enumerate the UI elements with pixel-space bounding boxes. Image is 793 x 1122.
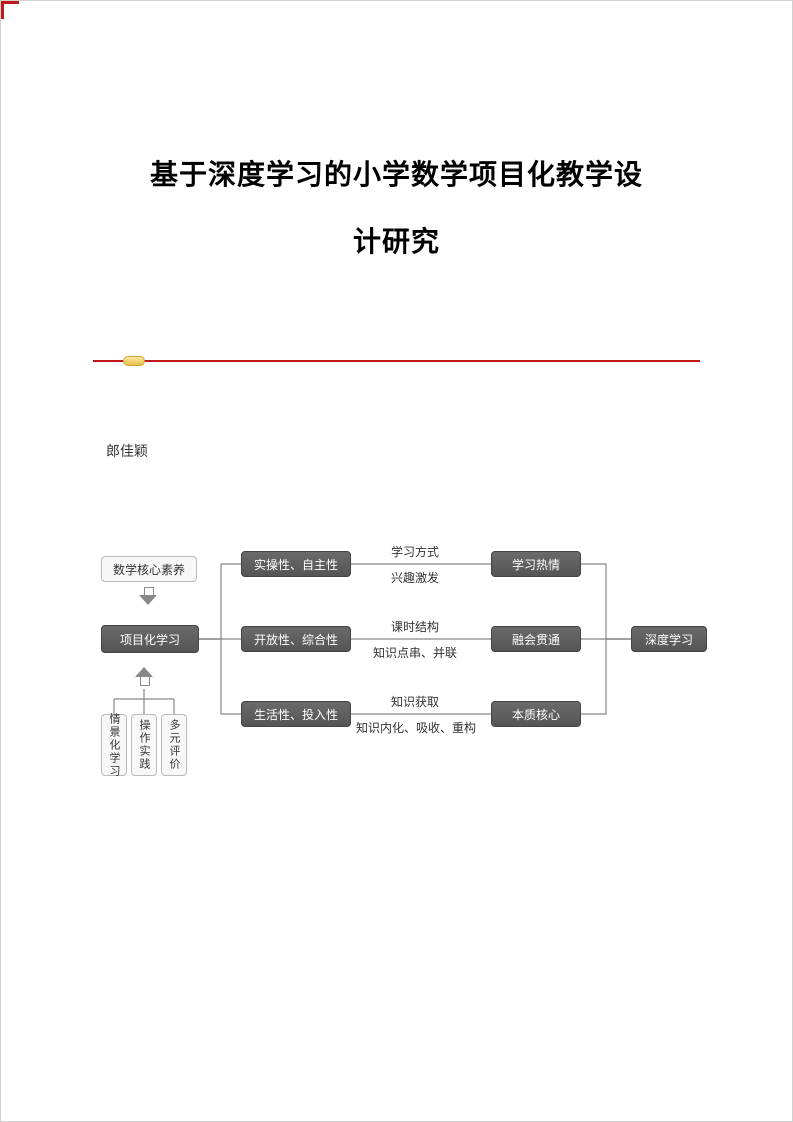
node-mid-2: 生活性、投入性 — [241, 701, 351, 727]
divider — [93, 351, 700, 371]
title-line-2: 计研究 — [1, 208, 792, 275]
label-bot-0: 兴趣激发 — [391, 569, 439, 586]
node-right-2: 本质核心 — [491, 701, 581, 727]
label-bot-1: 知识点串、并联 — [373, 644, 457, 661]
arrow-down-icon — [139, 587, 157, 605]
label-top-1: 课时结构 — [391, 618, 439, 635]
node-multi-evaluation: 多元评价 — [161, 714, 187, 776]
label-top-0: 学习方式 — [391, 543, 439, 560]
label-bot-2: 知识内化、吸收、重构 — [356, 719, 476, 736]
node-right-0: 学习热情 — [491, 551, 581, 577]
node-situational-learning: 情景化学习 — [101, 714, 127, 776]
node-mid-0: 实操性、自主性 — [241, 551, 351, 577]
node-practice: 操作实践 — [131, 714, 157, 776]
author-name: 郎佳颖 — [106, 441, 148, 461]
document-title: 基于深度学习的小学数学项目化教学设 计研究 — [1, 141, 792, 275]
node-mid-1: 开放性、综合性 — [241, 626, 351, 652]
title-line-1: 基于深度学习的小学数学项目化教学设 — [1, 141, 792, 208]
flow-diagram: 数学核心素养 项目化学习 情景化学习 操作实践 多元评价 实操性、自主性 开放性… — [91, 521, 711, 781]
arrow-up-icon — [135, 667, 153, 685]
corner-accent — [1, 1, 19, 19]
divider-ornament — [123, 356, 145, 366]
divider-line — [93, 360, 700, 362]
node-deep-learning: 深度学习 — [631, 626, 707, 652]
node-core-literacy: 数学核心素养 — [101, 556, 197, 582]
label-top-2: 知识获取 — [391, 693, 439, 710]
node-right-1: 融会贯通 — [491, 626, 581, 652]
node-project-learning: 项目化学习 — [101, 625, 199, 653]
